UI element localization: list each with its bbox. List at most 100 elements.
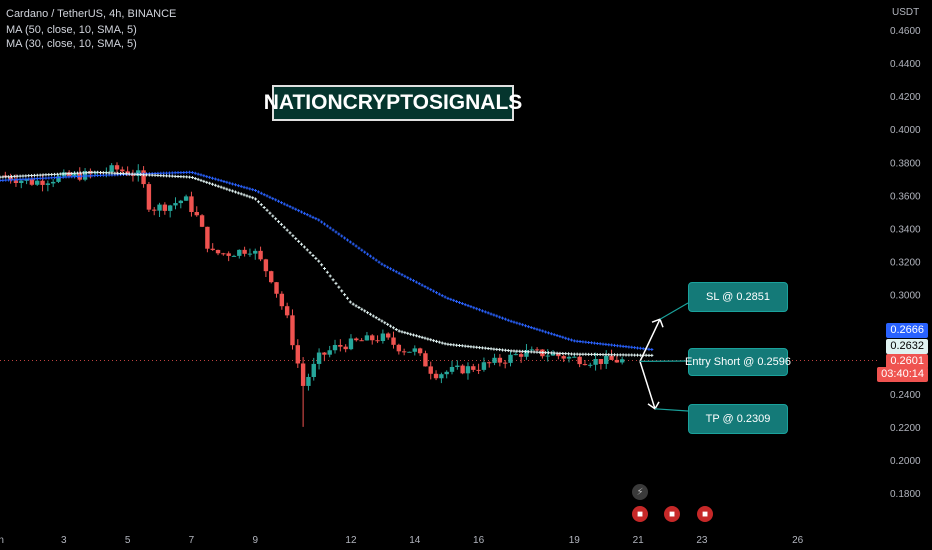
ma50-point [377,260,381,264]
ma50-point [291,206,295,210]
ma30-point [592,352,596,356]
ma50-point [647,347,651,351]
ma50-point [233,183,237,187]
ma30-point [561,352,565,356]
ma50-point [216,178,220,182]
ma30-point [469,345,473,349]
ma50-point [268,195,272,199]
us-flag-icon[interactable]: ■ [664,506,680,522]
ma30-point [208,181,212,185]
candle-body [619,359,625,363]
ma50-point [340,234,344,238]
ma30-point [107,171,111,175]
ma50-point [21,177,25,181]
ma50-point [357,246,361,250]
ma50-point [170,171,174,175]
ma30-point [231,189,235,193]
ma50-point [55,175,59,179]
candle-body [199,215,205,227]
ma30-point [503,348,507,352]
ma50-point [47,176,51,180]
ma50-point [205,175,209,179]
ma30-point [50,172,54,176]
ma50-point [604,342,608,346]
ma50-point [297,209,301,213]
ma30-point [142,173,146,177]
ma30-point [429,338,433,342]
x-tick-label: un [0,535,4,546]
ma30-point [53,172,57,176]
ma50-point [366,252,370,256]
ma30-point [351,302,355,306]
candle-body [614,359,620,363]
ma50-point [498,315,502,319]
ma50-point [78,174,82,178]
candle-body [45,183,51,185]
ma30-point [285,228,289,232]
candle-body [598,358,604,364]
candle-body [476,369,481,371]
ma30-point [567,352,571,356]
y-tick-label: 0.3800 [890,158,921,169]
ma30-point [44,173,48,177]
ma30-point [242,193,246,197]
us-flag-icon[interactable]: ■ [632,506,648,522]
ma30-point [176,174,180,178]
ma30-point [55,172,59,176]
ma50-point [44,176,48,180]
tp-arrow-head [647,401,660,410]
ma50-point [274,198,278,202]
candle-body [263,259,269,272]
ma50-point [515,321,519,325]
ma50-point [564,336,568,340]
ma50-point [561,335,565,339]
candle-body [348,338,354,350]
ma30-point [478,346,482,350]
x-tick-label: 3 [61,535,67,546]
ma30-point [426,337,430,341]
candle-body [545,355,550,357]
ma30-point [391,326,395,330]
us-flag-icon[interactable]: ■ [697,506,713,522]
sl-arrow [639,318,661,362]
ma30-point [455,343,459,347]
ma50-point [386,265,390,269]
ma30-point [598,353,602,357]
candle-body [141,170,146,185]
ma30-point [27,174,31,178]
y-tick-label: 0.2400 [890,390,921,401]
y-tick-label: 0.4400 [890,59,921,70]
ma50-point [368,254,372,258]
ma30-point [64,172,68,176]
candle-body [343,346,348,350]
ma30-point [489,347,493,351]
candle-body [231,255,237,257]
ma30-point [297,239,301,243]
ma50-point [12,178,16,182]
ma30-point [575,352,579,356]
y-tick-label: 0.4600 [890,26,921,37]
x-tick-label: 5 [125,535,131,546]
ma30-point [423,336,427,340]
ma30-point [21,174,25,178]
candle-body [370,335,375,341]
candle-body [385,333,391,338]
ma50-point [650,348,654,352]
candle-body [8,176,13,181]
ma50-point [50,176,54,180]
ma30-point [587,352,591,356]
ma50-point [202,174,206,178]
ma50-point [403,274,407,278]
ma30-point [578,352,582,356]
flash-icon[interactable]: ⚡ [632,484,648,500]
ma30-point [529,350,533,354]
ma50-point [231,182,235,186]
ma50-point [503,317,507,321]
candle-body [189,196,194,213]
ma30-point [501,348,505,352]
candle-body [306,376,311,386]
ma30-point [302,245,306,249]
candle-body [258,250,263,260]
candle-body [423,353,428,367]
